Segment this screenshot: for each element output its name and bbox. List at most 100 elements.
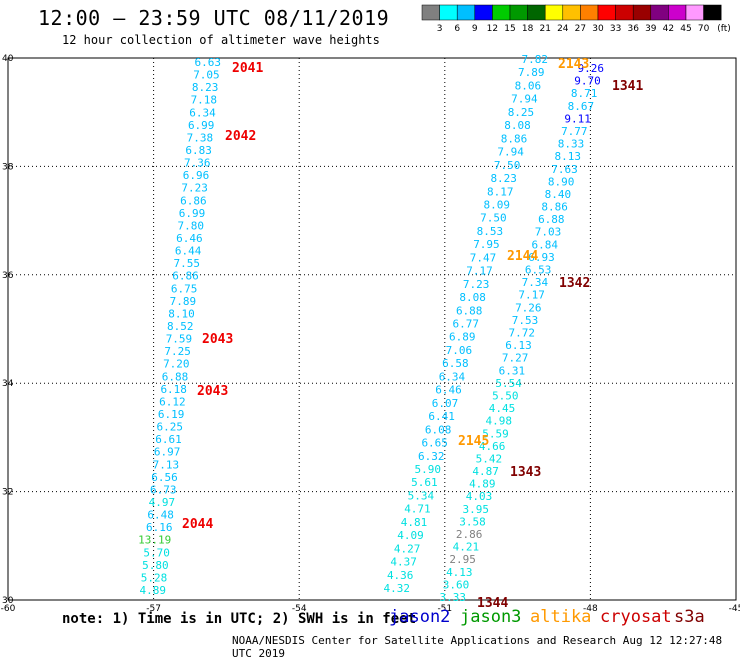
wave-height-label: 6.32	[418, 450, 445, 463]
wave-height-label: 8.13	[555, 150, 582, 163]
wave-height-label: 7.95	[473, 238, 500, 251]
wave-height-label: 6.99	[179, 207, 206, 220]
wave-height-label: 8.71	[571, 87, 598, 100]
wave-height-label: 4.09	[397, 529, 424, 542]
lat-tick-label: 36	[2, 271, 14, 281]
wave-height-label: 6.08	[425, 423, 452, 436]
wave-height-label: 7.55	[174, 257, 201, 270]
wave-height-label: 5.59	[482, 427, 509, 440]
colorbar-label: 15	[504, 24, 515, 34]
pass-label: 1342	[559, 276, 590, 291]
wave-height-label: 4.37	[390, 556, 417, 569]
wave-height-label: 5.28	[141, 571, 168, 584]
lat-tick-label: 34	[2, 379, 14, 389]
wave-height-label: 5.54	[495, 377, 522, 390]
wave-height-label: 4.13	[446, 566, 473, 579]
wave-height-label: 7.82	[522, 53, 549, 66]
wave-height-label: 5.42	[476, 452, 503, 465]
colorbar-swatch	[668, 4, 687, 21]
wave-height-label: 6.56	[151, 471, 178, 484]
colorbar-swatch	[703, 4, 722, 21]
lon-tick-label: -51	[437, 604, 452, 614]
wave-height-label: 4.81	[401, 516, 428, 529]
wave-height-label: 4.87	[472, 465, 499, 478]
colorbar-swatch	[685, 4, 704, 21]
wave-height-label: 6.84	[532, 238, 559, 251]
wave-height-label: 6.25	[157, 421, 184, 434]
wave-height-label: 6.97	[154, 446, 181, 459]
pass-label: 1344	[477, 596, 508, 611]
colorbar-swatch	[650, 4, 669, 21]
colorbar: 3 6 9 12 15 18 21 24 27 30 33 36 39 42 45 70 (ft)	[421, 4, 731, 34]
wave-height-label: 7.89	[170, 295, 197, 308]
wave-height-label: 4.03	[466, 490, 493, 503]
wave-height-label: 7.03	[535, 226, 562, 239]
legend-jason2: jason2	[389, 607, 451, 627]
wave-height-label: 4.27	[394, 542, 421, 555]
wave-height-label: 2.86	[456, 528, 483, 541]
wave-height-label: 5.34	[408, 489, 435, 502]
wave-height-label: 6.93	[528, 251, 555, 264]
wave-height-label: 6.41	[428, 410, 455, 423]
map-grid	[7, 57, 737, 601]
wave-height-label: 4.66	[479, 440, 506, 453]
wave-height-label: 6.16	[146, 521, 173, 534]
wave-height-label: 6.13	[505, 339, 532, 352]
map-subtitle: 12 hour collection of altimeter wave hei…	[62, 33, 380, 47]
wave-height-label: 7.50	[494, 159, 521, 172]
wave-height-label: 4.97	[149, 496, 176, 509]
colorbar-swatch	[597, 4, 616, 21]
wave-height-label: 4.98	[486, 415, 513, 428]
colorbar-label: 24	[557, 24, 569, 34]
wave-height-label: 8.08	[459, 291, 486, 304]
pass-label: 2043	[202, 332, 233, 347]
wave-height-label: 7.25	[164, 345, 191, 358]
wave-height-label: 5.70	[143, 546, 170, 559]
pass-label: 2144	[507, 249, 538, 264]
wave-height-label: 6.86	[172, 270, 199, 283]
wave-height-label: 6.86	[180, 194, 207, 207]
colorbar-swatch	[456, 4, 476, 21]
wave-height-label: 2.95	[449, 553, 476, 566]
wave-height-label: 6.48	[147, 509, 174, 522]
lat-tick-label: 40	[2, 54, 14, 64]
colorbar-label: 27	[575, 24, 586, 34]
wave-height-label: 6.58	[442, 357, 469, 370]
pass-label: 1341	[612, 79, 643, 94]
colorbar-swatch	[439, 4, 458, 21]
map-title: 12:00 – 23:59 UTC 08/11/2019	[38, 6, 390, 30]
map-frame	[7, 57, 737, 601]
wave-height-label: 6.89	[449, 331, 476, 344]
wave-height-label: 9.26	[578, 62, 605, 75]
wave-height-label: 4.45	[489, 402, 516, 415]
pass-label: 2145	[458, 434, 489, 449]
legend-cryosat: cryosat	[600, 607, 672, 627]
pass-label: 2041	[232, 61, 263, 76]
wave-height-label: 7.05	[193, 69, 220, 82]
lon-tick-label: -45	[729, 604, 740, 614]
wave-height-label: 6.83	[185, 144, 212, 157]
colorbar-swatch	[474, 4, 493, 21]
wave-height-label: 3.58	[459, 515, 486, 528]
colorbar-label: 3	[437, 24, 443, 34]
wave-height-label: 8.10	[168, 307, 195, 320]
pass-label: 2044	[182, 517, 213, 532]
legend-altika: altika	[530, 607, 592, 627]
wave-height-label: 3.33	[440, 591, 467, 604]
wave-height-label: 7.23	[463, 278, 490, 291]
colorbar-label: 42	[663, 24, 674, 34]
legend-s3a: s3a	[674, 607, 705, 627]
wave-height-label: 5.80	[142, 559, 169, 572]
wave-height-label: 8.23	[192, 81, 219, 94]
wave-height-label: 3.60	[443, 578, 470, 591]
wave-height-label: 6.12	[159, 395, 186, 408]
lat-tick-label: 32	[2, 488, 13, 498]
wave-height-label: 7.13	[153, 458, 180, 471]
wave-height-label: 8.06	[515, 79, 542, 92]
altimeter-tracks: 6.637.058.237.186.346.997.386.837.366.96…	[138, 53, 604, 604]
legend-jason3: jason3	[460, 607, 522, 627]
wave-height-label: 5.50	[492, 389, 519, 402]
wave-height-label: 8.53	[477, 225, 504, 238]
wave-height-label: 4.21	[453, 541, 480, 554]
wave-height-label: 8.09	[484, 198, 511, 211]
